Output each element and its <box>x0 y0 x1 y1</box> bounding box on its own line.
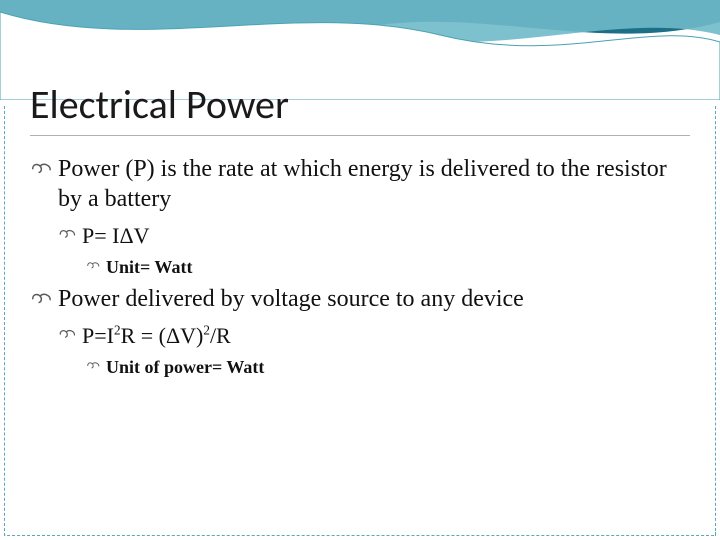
bullet-level-2: P=I2R = (ΔV)2/R <box>58 322 690 350</box>
bullet-level-1: Power delivered by voltage source to any… <box>30 284 690 314</box>
bullet-text: Unit of power= Watt <box>106 356 264 379</box>
bullet-flourish-icon <box>30 290 52 308</box>
bullet-level-1: Power (P) is the rate at which energy is… <box>30 154 690 214</box>
bullet-flourish-icon <box>58 227 76 241</box>
slide-border-bottom <box>4 530 716 536</box>
bullet-flourish-icon <box>86 260 100 271</box>
bullet-level-2: P= IΔV <box>58 222 690 250</box>
bullet-text: P=I2R = (ΔV)2/R <box>82 322 231 350</box>
slide-border-right <box>715 106 716 536</box>
bullet-text: Unit= Watt <box>106 256 192 279</box>
slide-border-left <box>4 106 5 536</box>
slide-title: Electrical Power <box>30 80 690 136</box>
bullet-text: Power (P) is the rate at which energy is… <box>58 154 690 214</box>
bullet-flourish-icon <box>30 160 52 178</box>
bullet-level-3: Unit of power= Watt <box>86 356 690 379</box>
bullet-text: P= IΔV <box>82 222 150 250</box>
bullet-flourish-icon <box>58 327 76 341</box>
bullet-text: Power delivered by voltage source to any… <box>58 284 524 314</box>
bullet-list: Power (P) is the rate at which energy is… <box>30 154 690 378</box>
slide-content: Electrical Power Power (P) is the rate a… <box>30 80 690 384</box>
bullet-flourish-icon <box>86 360 100 371</box>
bullet-level-3: Unit= Watt <box>86 256 690 279</box>
